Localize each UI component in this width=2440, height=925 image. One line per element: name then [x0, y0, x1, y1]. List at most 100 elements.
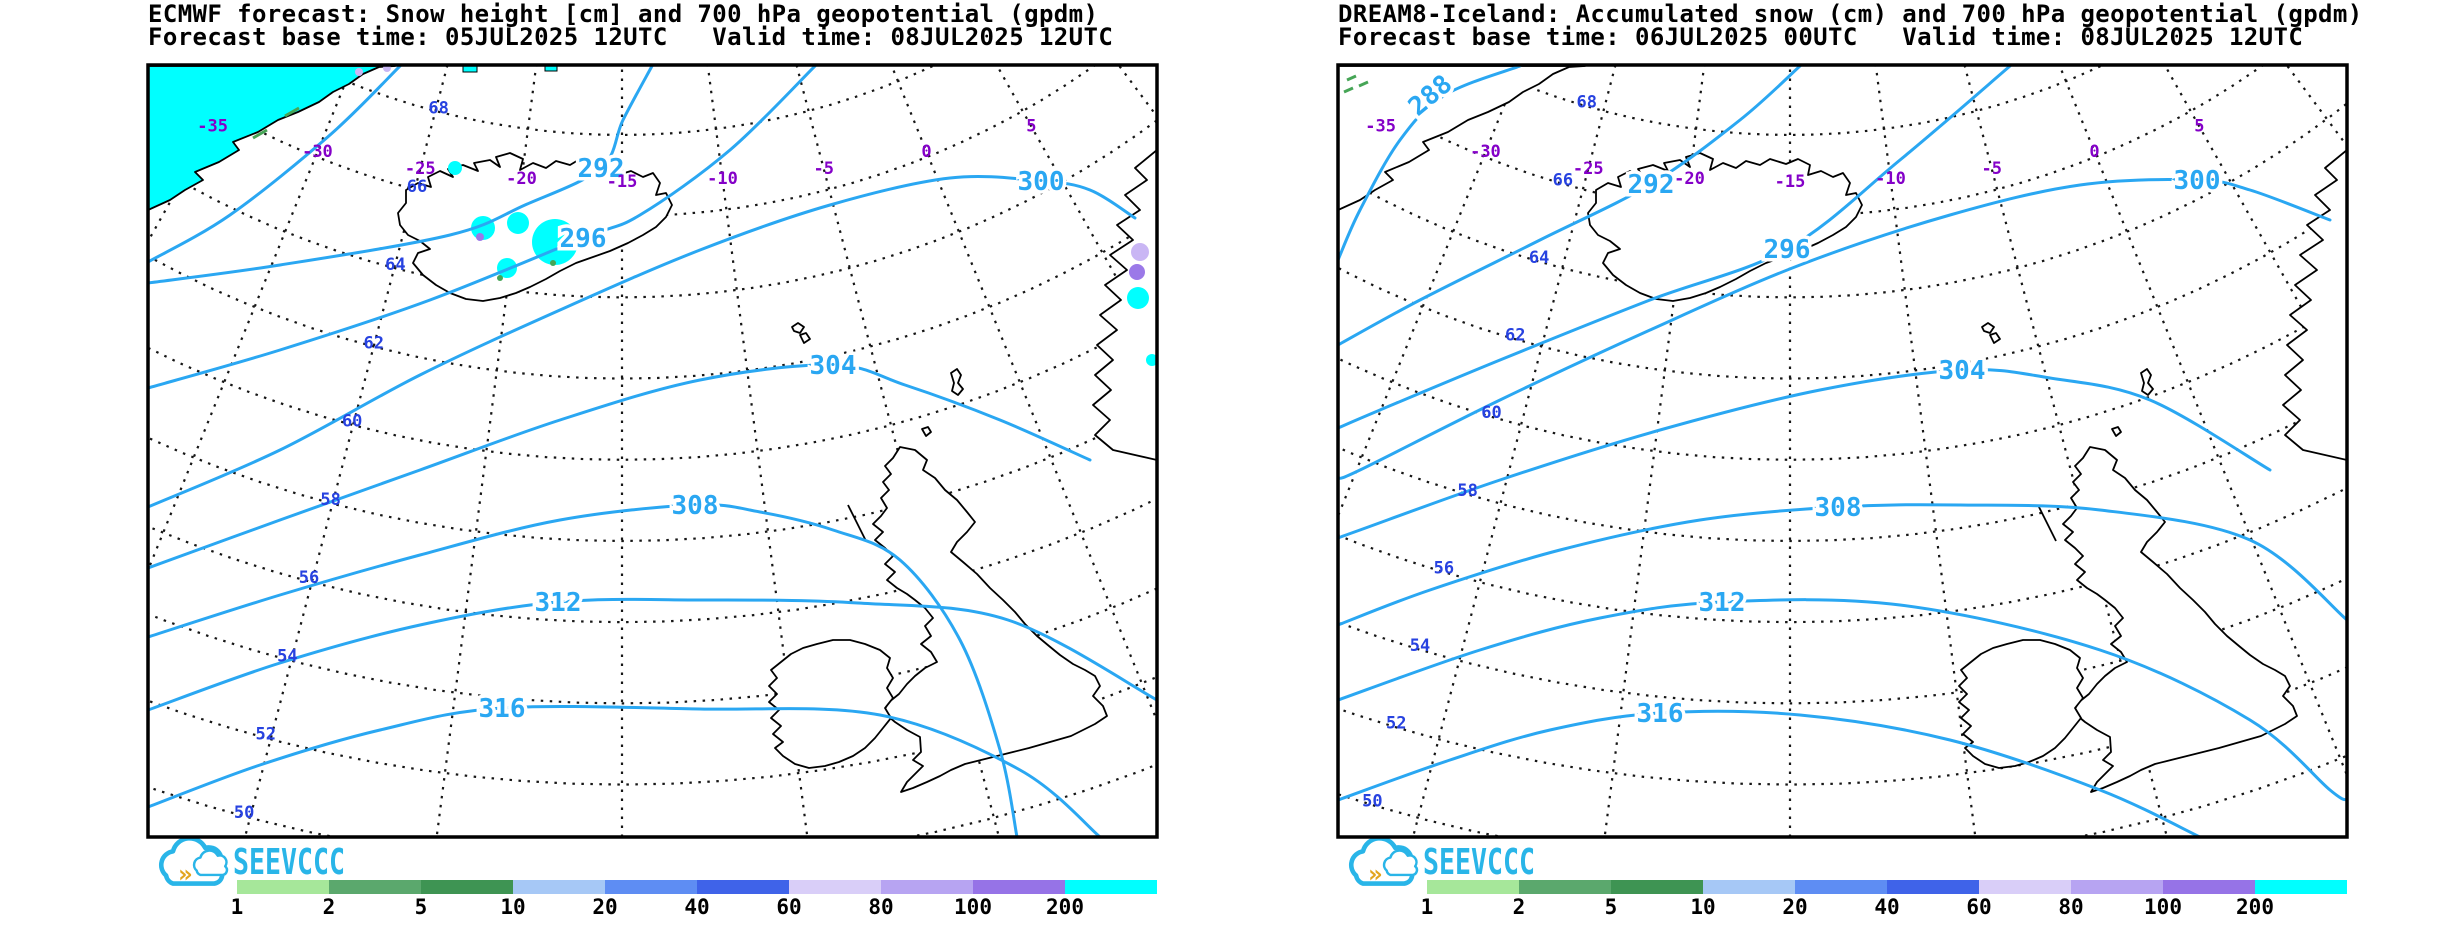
- colorbar-segment: [1427, 880, 1519, 894]
- outer-hebrides: [847, 504, 867, 542]
- map-canvas: 292 296 300 304 308 312 316 68 66 64 62 60 58 56 54 52 5…: [148, 65, 1157, 837]
- colorbar-segment: [421, 880, 513, 894]
- longitude-label: -5: [1981, 159, 2001, 179]
- contour-label-316: 316: [1637, 699, 1684, 729]
- snow-trace: [1346, 74, 1357, 82]
- geopotential-contour-300: [1338, 178, 2332, 480]
- geopotential-contour-308: [148, 503, 1019, 837]
- latitude-circle: [1338, 394, 2347, 543]
- colorbar-segment: [789, 880, 881, 894]
- geopotential-contour-292: [1338, 65, 1802, 347]
- outer-hebrides: [2037, 504, 2057, 542]
- panel-title: DREAM8-Iceland: Accumulated snow (cm) an…: [1338, 0, 2363, 28]
- latitude-longitude-grid: [148, 65, 1157, 837]
- seevccc-logo: »: [1348, 835, 1419, 888]
- longitude-label: 0: [2089, 142, 2099, 162]
- snow-amount-colorbar: 1 2 5 10 20 40 60 80 100 200: [1421, 880, 2347, 919]
- geopotential-contour-292: [148, 65, 654, 285]
- contour-label-300: 300: [2174, 166, 2221, 196]
- contour-label-296: 296: [560, 224, 607, 254]
- geopotential-contour-316: [1338, 709, 2202, 837]
- longitude-label: 5: [2194, 117, 2204, 137]
- latitude-label: 64: [385, 255, 405, 275]
- geopotential-contour-labels: 292 296 300 304 308 312 316: [475, 151, 1068, 728]
- map-frame: [1336, 63, 2349, 839]
- latitude-label: 60: [342, 412, 362, 432]
- colorbar-tick-label: 200: [1046, 895, 1084, 919]
- meridian-line: [706, 65, 809, 837]
- latitude-circle: [1338, 576, 2347, 705]
- cloud-shape: [192, 849, 229, 877]
- geopotential-contours: [1338, 65, 2347, 837]
- colorbar-tick-label: 60: [776, 895, 801, 919]
- latitude-label: 52: [255, 725, 275, 745]
- meridian-line: [1963, 65, 2169, 837]
- meridian-line: [148, 65, 354, 574]
- colorbar-tick-label: 20: [1782, 895, 1807, 919]
- longitude-label: -30: [1470, 142, 1501, 162]
- cloud-with-arrow-icon: »: [158, 835, 229, 888]
- panel-title: ECMWF forecast: Snow height [cm] and 700…: [148, 0, 1098, 28]
- snow-trace: [1358, 80, 1369, 88]
- latitude-label: 62: [1505, 326, 1525, 346]
- colorbar-segment: [1703, 880, 1795, 894]
- geopotential-contour-300: [148, 175, 1137, 509]
- cloud-with-arrow-icon: »: [1348, 835, 1419, 888]
- longitude-label: 0: [921, 142, 931, 162]
- meridian-line: [2058, 65, 2347, 779]
- colorbar-segment: [237, 880, 329, 894]
- snow-patch: [1146, 354, 1157, 366]
- latitude-label: 50: [234, 803, 254, 823]
- longitude-label: -35: [197, 117, 228, 137]
- latitude-label: 56: [299, 568, 319, 588]
- iceland-coast: [1587, 152, 1863, 302]
- geopotential-contour-288: [1338, 65, 1522, 262]
- snow-patch: [497, 275, 503, 281]
- map-frame: [146, 63, 1159, 839]
- latitude-longitude-grid: [1338, 65, 2347, 837]
- ireland-coast: [1958, 639, 2084, 769]
- contour-label-304: 304: [1939, 356, 1986, 386]
- geopotential-contour-288: [148, 65, 402, 264]
- norway-coast: [2282, 149, 2347, 461]
- seevccc-logo-text: SEEVCCC: [233, 842, 345, 883]
- colorbar-tick-label: 1: [1421, 895, 1434, 919]
- colorbar-segment: [1887, 880, 1979, 894]
- snow-trace: [1343, 86, 1354, 94]
- orkney-islands: [921, 426, 932, 437]
- geopotential-contour-296: [148, 65, 817, 390]
- greenland-coast: [148, 65, 396, 211]
- geopotential-contours: [148, 65, 1157, 837]
- colorbar-segment: [881, 880, 973, 894]
- latitude-labels: 68 66 64 62 60 58 56 54 52 50: [234, 98, 449, 822]
- latitude-circle: [148, 313, 1157, 461]
- geopotential-contour-312: [148, 597, 1157, 712]
- faroe-islands: [1989, 332, 2001, 344]
- great-britain-coast: [2062, 446, 2298, 793]
- latitude-label: 64: [1529, 248, 1549, 268]
- colorbar-tick-label: 20: [592, 895, 617, 919]
- latitude-label: 58: [320, 490, 340, 510]
- contour-label-292: 292: [1628, 170, 1675, 200]
- seevccc-logo-text: SEEVCCC: [1423, 842, 1535, 883]
- colorbar-segment: [513, 880, 605, 894]
- latitude-circle: [148, 406, 1157, 543]
- longitude-label: -20: [506, 169, 537, 189]
- map-area: 292 296 300 304 308 312 316 68 66 64 62 60 58 56 54 52 5…: [148, 65, 1157, 837]
- meridian-line: [995, 65, 1157, 352]
- colorbar-segment: [1611, 880, 1703, 894]
- colorbar-tick-label: 80: [2058, 895, 2083, 919]
- contour-label-312: 312: [1699, 588, 1746, 618]
- greenland-coast: [1338, 65, 1586, 211]
- logo-arrow-icon: »: [178, 860, 192, 888]
- longitude-label: -15: [1775, 172, 1806, 192]
- colorbar-tick-label: 5: [415, 895, 428, 919]
- geopotential-contour-316: [148, 704, 1102, 837]
- iceland-coast: [397, 152, 673, 302]
- colorbar-segment: [329, 880, 421, 894]
- colorbar-tick-label: 200: [2236, 895, 2274, 919]
- colorbar-tick-label: 10: [1690, 895, 1715, 919]
- coastal-snow-fringe: [284, 106, 300, 118]
- meridian-line: [243, 65, 449, 837]
- meridian-line: [1411, 65, 1617, 837]
